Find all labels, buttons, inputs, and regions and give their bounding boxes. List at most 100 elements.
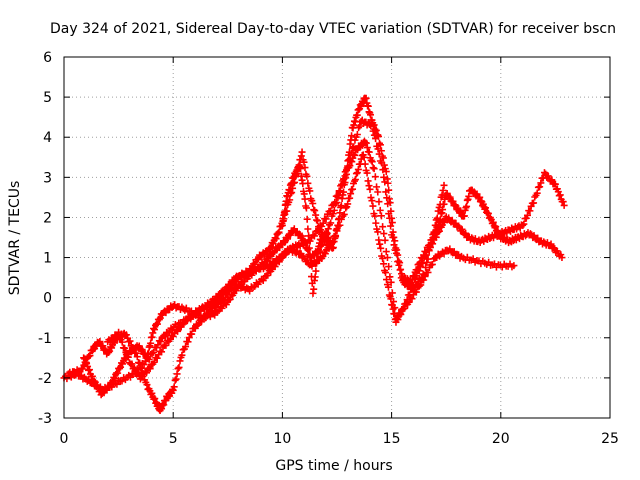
data-point: [281, 207, 289, 215]
data-point: [384, 283, 392, 291]
data-point: [253, 256, 261, 264]
data-point: [124, 353, 132, 361]
data-point: [311, 207, 319, 215]
data-point: [81, 355, 89, 363]
data-point: [369, 164, 377, 172]
y-tick-label: 5: [43, 90, 52, 106]
data-point: [301, 239, 309, 247]
data-point: [370, 165, 378, 173]
data-point: [408, 295, 416, 303]
data-point: [312, 211, 320, 219]
data-point: [436, 216, 444, 224]
data-point: [223, 285, 231, 293]
data-point: [264, 271, 272, 279]
y-tick-label: -3: [38, 411, 52, 427]
data-point: [158, 348, 166, 356]
data-point: [380, 260, 388, 268]
data-point: [270, 259, 278, 267]
data-point: [337, 202, 345, 210]
data-point: [375, 236, 383, 244]
data-point: [377, 244, 385, 252]
data-point: [388, 219, 396, 227]
data-point: [410, 272, 418, 280]
data-point: [222, 301, 230, 309]
data-point: [314, 249, 322, 257]
data-point: [122, 348, 130, 356]
data-point: [382, 269, 390, 277]
data-point: [435, 227, 443, 235]
data-point: [385, 263, 393, 271]
data-point: [544, 172, 552, 180]
data-point: [520, 220, 528, 228]
x-axis-ticks: 0 5 10 15 20 25: [60, 57, 619, 447]
data-point: [143, 381, 151, 389]
data-point: [484, 209, 492, 217]
data-point: [162, 309, 170, 317]
data-point: [111, 375, 119, 383]
data-point: [510, 262, 518, 270]
data-point: [367, 194, 375, 202]
data-point: [383, 276, 391, 284]
y-axis-label: SDTVAR / TECUs: [7, 181, 23, 296]
data-point: [537, 179, 545, 187]
data-point: [310, 206, 318, 214]
data-point: [549, 244, 557, 252]
x-axis-label: GPS time / hours: [275, 458, 392, 474]
data-point: [363, 144, 371, 152]
data-point: [374, 228, 382, 236]
y-tick-label: 1: [43, 251, 52, 267]
data-point: [306, 252, 314, 260]
data-point: [371, 173, 379, 181]
data-point: [114, 369, 122, 377]
data-point: [342, 174, 350, 182]
data-point: [526, 207, 534, 215]
data-point: [161, 333, 169, 341]
data-point: [174, 365, 182, 373]
data-point: [382, 248, 390, 256]
data-point: [354, 165, 362, 173]
x-tick-label: 15: [383, 431, 401, 447]
data-point: [130, 364, 138, 372]
x-tick-label: 5: [169, 431, 178, 447]
data-point: [403, 296, 411, 304]
data-point: [232, 287, 240, 295]
data-point: [153, 354, 161, 362]
data-point: [345, 148, 353, 156]
y-tick-label: 3: [43, 170, 52, 186]
data-point: [170, 383, 178, 391]
data-point: [369, 202, 377, 210]
data-series: [60, 94, 568, 415]
data-point: [301, 195, 309, 203]
data-point: [105, 348, 113, 356]
data-point: [431, 230, 439, 238]
data-point: [350, 143, 358, 151]
data-point: [397, 310, 405, 318]
data-point: [329, 210, 337, 218]
data-point: [309, 199, 317, 207]
data-point: [126, 337, 134, 345]
data-point: [390, 233, 398, 241]
data-point: [382, 168, 390, 176]
data-point: [458, 225, 466, 233]
data-point: [424, 268, 432, 276]
data-point: [263, 256, 271, 264]
data-point: [372, 219, 380, 227]
data-point: [349, 144, 357, 152]
data-point: [312, 267, 320, 275]
data-point: [169, 333, 177, 341]
data-point: [360, 153, 368, 161]
data-point: [304, 225, 312, 233]
data-point: [340, 210, 348, 218]
data-point: [146, 365, 154, 373]
data-point: [175, 363, 183, 371]
data-point: [363, 169, 371, 177]
data-point: [286, 231, 294, 239]
data-point: [151, 326, 159, 334]
data-point: [397, 265, 405, 273]
data-point: [368, 197, 376, 205]
data-point: [134, 369, 142, 377]
data-point: [348, 132, 356, 140]
data-point: [399, 305, 407, 313]
data-point: [88, 372, 96, 380]
data-point: [298, 148, 306, 156]
